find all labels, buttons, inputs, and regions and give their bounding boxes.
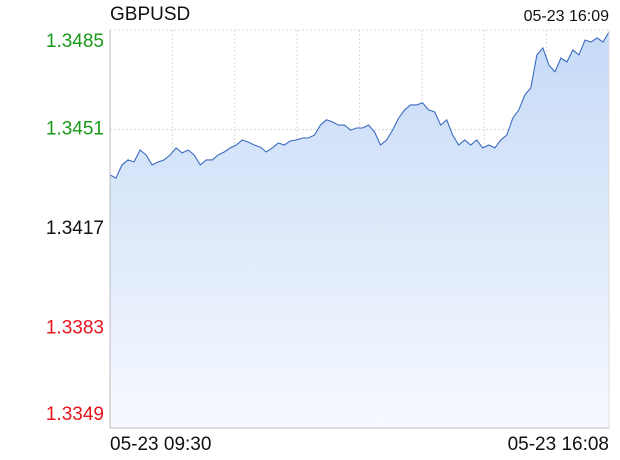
x-tick-label: 05-23 16:08: [508, 434, 609, 455]
x-tick-label: 05-23 09:30: [110, 434, 211, 455]
y-tick-label: 1.3349: [46, 404, 104, 425]
area: [110, 32, 609, 428]
y-tick-label: 1.3485: [46, 31, 104, 52]
chart-title: GBPUSD: [110, 4, 190, 25]
y-tick-label: 1.3451: [46, 119, 104, 140]
timestamp: 05-23 16:09: [524, 8, 610, 25]
y-tick-label: 1.3417: [46, 218, 104, 239]
price-line: [109, 31, 610, 179]
y-tick-label: 1.3383: [46, 318, 104, 339]
